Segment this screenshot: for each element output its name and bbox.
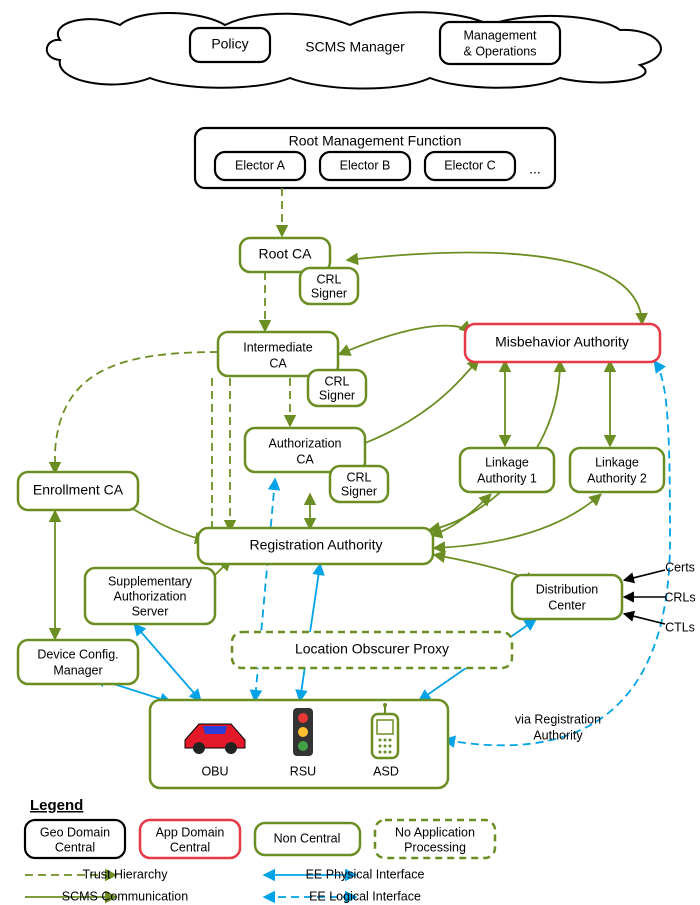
legend-title: Legend xyxy=(30,797,83,814)
edge-sas-dev xyxy=(135,625,200,700)
edge-rootca-mis xyxy=(348,253,642,323)
asd-label: ASD xyxy=(373,764,399,778)
svg-text:Geo Domain: Geo Domain xyxy=(40,825,110,839)
svg-text:Trust Hierarchy: Trust Hierarchy xyxy=(83,867,169,881)
elector-b: Elector B xyxy=(340,158,391,172)
svg-text:Manager: Manager xyxy=(53,663,102,677)
rsu-icon xyxy=(293,708,313,756)
svg-text:Authorization: Authorization xyxy=(269,436,342,450)
scms-manager-label: SCMS Manager xyxy=(305,39,405,55)
via-ra-l2: Authority xyxy=(533,728,583,742)
ra-label: Registration Authority xyxy=(249,537,382,553)
misbehavior-label: Misbehavior Authority xyxy=(495,334,629,350)
svg-text:SCMS Communication: SCMS Communication xyxy=(62,889,188,903)
rsu-label: RSU xyxy=(290,764,316,778)
svg-text:CRL: CRL xyxy=(324,374,349,388)
svg-text:App Domain: App Domain xyxy=(156,825,225,839)
svg-text:Authorization: Authorization xyxy=(114,589,187,603)
mgmtops-l2: & Operations xyxy=(464,44,537,58)
edge-dev-mis xyxy=(445,362,670,745)
svg-text:Signer: Signer xyxy=(341,484,377,498)
svg-text:No Application: No Application xyxy=(395,825,475,839)
svg-text:Non Central: Non Central xyxy=(274,831,341,845)
dc-in-certs xyxy=(625,570,665,580)
edge-ica-enrollca xyxy=(55,352,218,472)
svg-text:Intermediate: Intermediate xyxy=(243,340,313,354)
dc-in-ctls xyxy=(625,614,665,624)
scms-manager-cloud: Policy SCMS Manager Management & Operati… xyxy=(47,12,661,88)
mgmtops-l1: Management xyxy=(464,28,537,42)
svg-text:Signer: Signer xyxy=(311,286,347,300)
svg-text:Center: Center xyxy=(548,598,586,612)
svg-text:CRLs: CRLs xyxy=(664,590,695,604)
elector-c: Elector C xyxy=(444,158,495,172)
svg-text:Central: Central xyxy=(170,840,210,854)
obu-label: OBU xyxy=(201,764,228,778)
svg-text:Signer: Signer xyxy=(319,388,355,402)
svg-text:CTLs: CTLs xyxy=(665,620,695,634)
edge-mis-ra xyxy=(430,362,560,530)
rmf-group: Root Management Function Elector A Elect… xyxy=(195,128,555,188)
svg-text:CRL: CRL xyxy=(316,272,341,286)
policy-label: Policy xyxy=(211,36,248,52)
edge-link1-ra xyxy=(432,495,490,535)
svg-text:Linkage: Linkage xyxy=(595,455,639,469)
svg-text:CA: CA xyxy=(269,356,287,370)
svg-text:CRL: CRL xyxy=(346,470,371,484)
svg-text:CA: CA xyxy=(296,452,314,466)
svg-text:Supplementary: Supplementary xyxy=(108,574,193,588)
svg-text:Device Config.: Device Config. xyxy=(37,647,118,661)
rootca-label: Root CA xyxy=(259,246,313,262)
enrollca-label: Enrollment CA xyxy=(33,482,124,498)
svg-text:Distribution: Distribution xyxy=(536,582,599,596)
lop-label: Location Obscurer Proxy xyxy=(295,641,449,657)
svg-text:Linkage: Linkage xyxy=(485,455,529,469)
edge-ica-mis xyxy=(340,326,470,354)
svg-text:Central: Central xyxy=(55,840,95,854)
edge-authca-mis xyxy=(352,360,478,448)
rmf-ellipsis: ... xyxy=(529,161,541,177)
via-ra-l1: via Registration xyxy=(515,712,601,726)
svg-text:EE Physical Interface: EE Physical Interface xyxy=(306,867,425,881)
svg-text:EE Logical Interface: EE Logical Interface xyxy=(309,889,421,903)
elector-a: Elector A xyxy=(235,158,286,172)
svg-text:Server: Server xyxy=(132,604,169,618)
svg-text:Processing: Processing xyxy=(404,840,466,854)
svg-text:Certs: Certs xyxy=(665,560,695,574)
svg-text:Authority 1: Authority 1 xyxy=(477,471,537,485)
svg-text:Authority 2: Authority 2 xyxy=(587,471,647,485)
rmf-title: Root Management Function xyxy=(289,133,462,149)
